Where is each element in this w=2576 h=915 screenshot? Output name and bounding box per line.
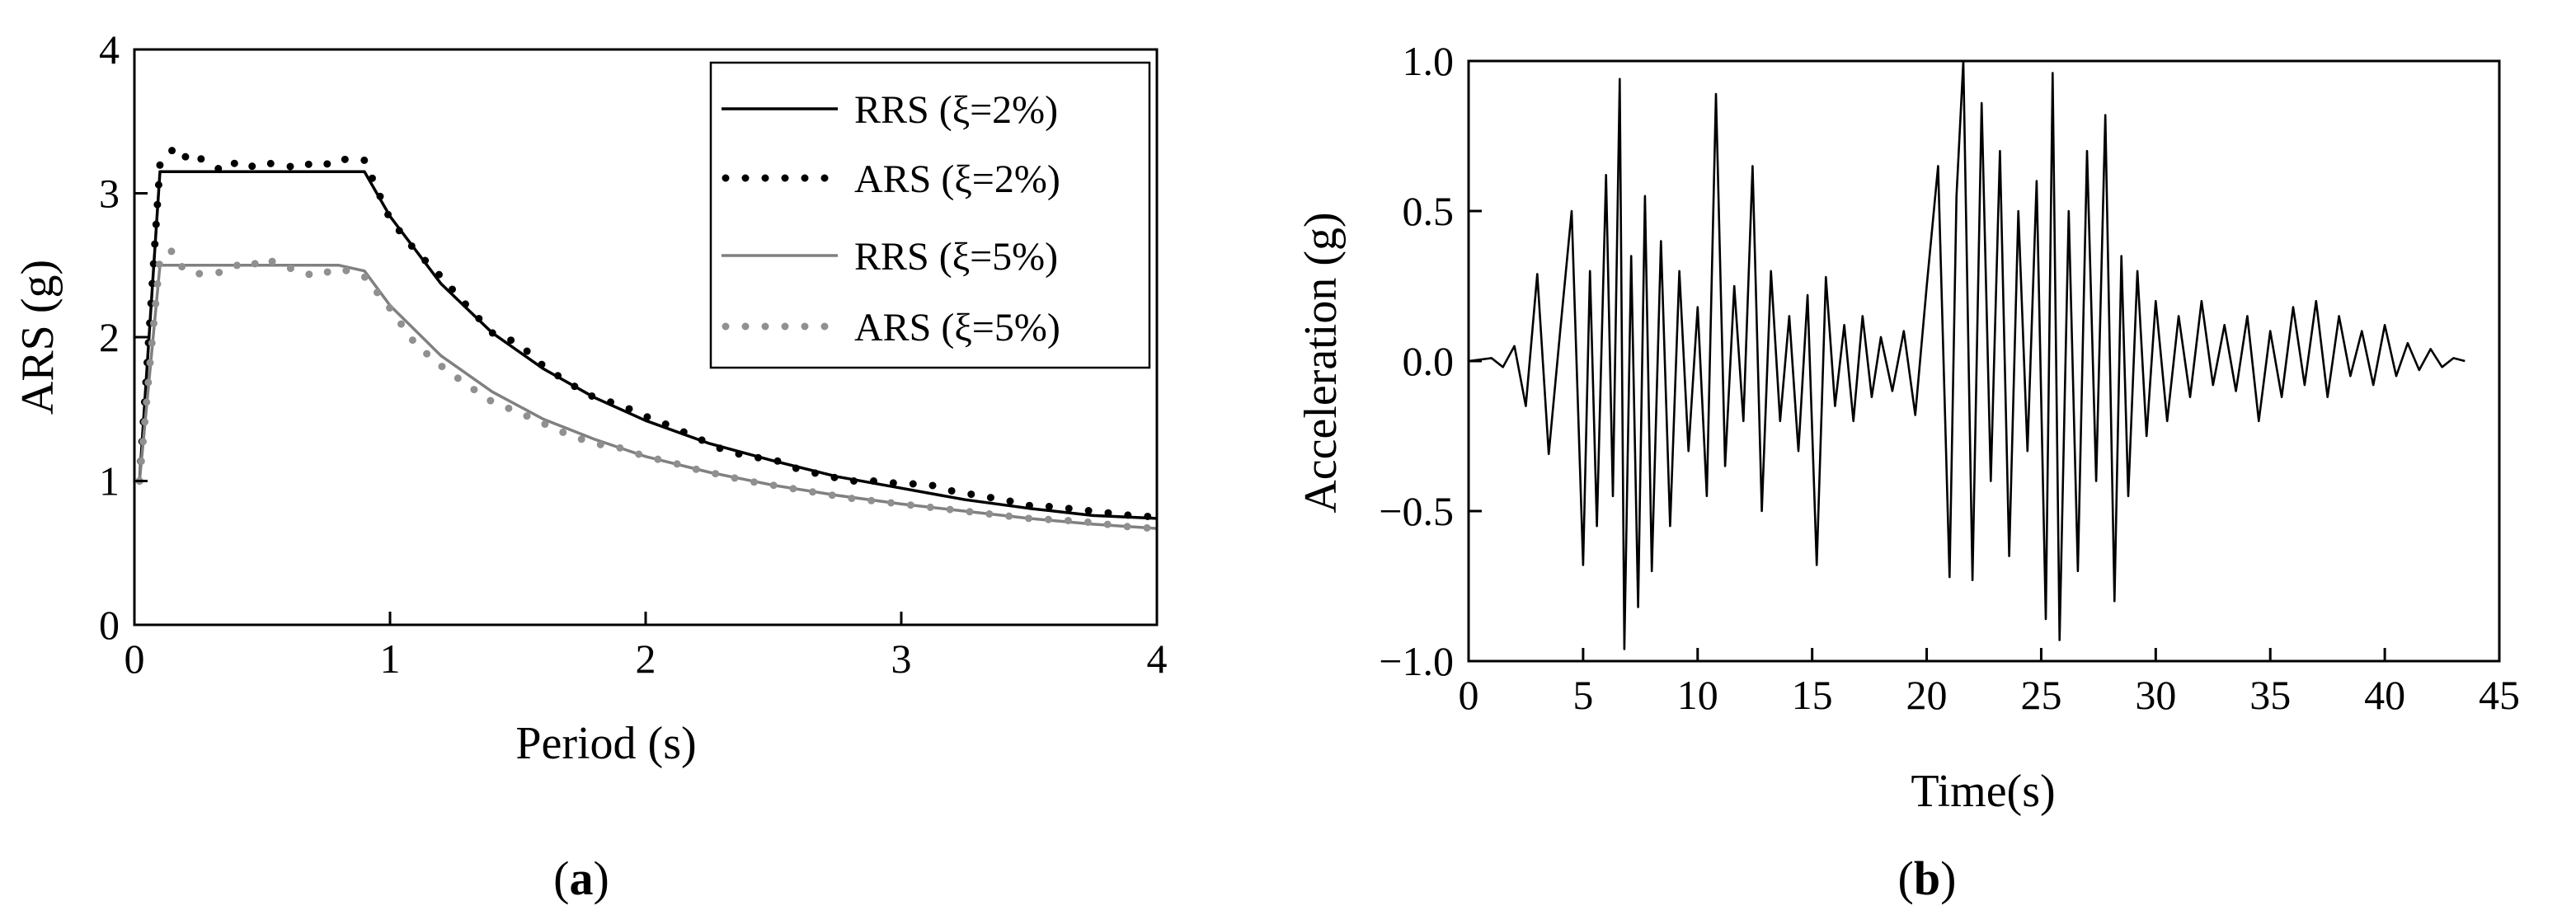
y-tick-label: −0.5 <box>1379 488 1454 534</box>
x-tick-label: 15 <box>1792 672 1833 718</box>
y-tick-label: −1.0 <box>1379 638 1454 684</box>
x-tick-label: 4 <box>1147 636 1168 682</box>
panel-b-y-axis-title: Acceleration (g) <box>1295 212 1347 513</box>
panel-b-x-ticks: 0 5 10 15 20 25 30 35 40 45 <box>1459 648 2520 718</box>
panel-b-chart: 0 5 10 15 20 25 30 35 40 45 −1.0 −0.5 0.0 0.5 1.0 Tim… <box>1295 38 2520 905</box>
y-tick-label: 1.0 <box>1403 38 1455 84</box>
x-tick-label: 0 <box>125 636 145 682</box>
x-tick-label: 10 <box>1677 672 1718 718</box>
x-tick-label: 0 <box>1459 672 1479 718</box>
a-series-line-0 <box>138 170 1158 520</box>
legend-entry-ars-2: ARS (ξ=2%) <box>722 157 1060 201</box>
legend-label-ars-5: ARS (ξ=5%) <box>854 306 1060 350</box>
x-tick-label: 2 <box>636 636 656 682</box>
panel-a-label: (a) <box>553 852 609 905</box>
x-tick-label: 5 <box>1572 672 1593 718</box>
panel-b-x-axis-title: Time(s) <box>1911 766 2055 817</box>
legend-label-rrs-5: RRS (ξ=5%) <box>854 235 1058 279</box>
b-series-line-0 <box>1468 59 2466 650</box>
y-tick-label: 2 <box>99 314 120 360</box>
panel-a-chart: 0 1 2 3 4 0 1 2 3 4 Period (s) ARS (g) RRS (ξ=2%… <box>12 26 1168 905</box>
x-tick-label: 45 <box>2479 672 2520 718</box>
panel-b-label: (b) <box>1898 852 1957 905</box>
legend-label-rrs-2: RRS (ξ=2%) <box>854 88 1058 132</box>
panel-b-plot-area <box>1468 59 2466 650</box>
legend-box <box>709 61 1151 369</box>
panel-a-x-axis-title: Period (s) <box>515 718 696 769</box>
y-tick-label: 0.0 <box>1403 338 1455 384</box>
x-tick-label: 30 <box>2135 672 2176 718</box>
panel-b-y-ticks: −1.0 −0.5 0.0 0.5 1.0 <box>1379 38 1482 684</box>
x-tick-label: 25 <box>2020 672 2061 718</box>
panel-a-plot-area <box>135 143 1161 533</box>
y-tick-label: 0.5 <box>1403 188 1455 234</box>
legend-entry-ars-5: ARS (ξ=5%) <box>722 306 1060 350</box>
x-tick-label: 3 <box>891 636 912 682</box>
x-tick-label: 20 <box>1906 672 1948 718</box>
y-tick-label: 1 <box>99 458 120 504</box>
a-series-line-3 <box>135 246 1161 533</box>
y-tick-label: 4 <box>99 26 120 73</box>
x-tick-label: 35 <box>2249 672 2291 718</box>
panel-a-legend: RRS (ξ=2%) ARS (ξ=2%) RRS (ξ=5%) ARS (ξ=… <box>709 61 1151 369</box>
panel-a-x-ticks: 0 1 2 3 4 <box>125 612 1168 682</box>
legend-entry-rrs-5: RRS (ξ=5%) <box>722 235 1058 279</box>
legend-label-ars-2: ARS (ξ=2%) <box>854 157 1060 201</box>
x-tick-label: 1 <box>380 636 401 682</box>
y-tick-label: 0 <box>99 602 120 648</box>
panel-a-y-axis-title: ARS (g) <box>12 260 63 415</box>
a-series-line-1 <box>135 143 1161 521</box>
y-tick-label: 3 <box>99 171 120 217</box>
legend-entry-rrs-2: RRS (ξ=2%) <box>722 88 1058 132</box>
x-tick-label: 40 <box>2364 672 2405 718</box>
panel-a-y-ticks: 0 1 2 3 4 <box>99 26 148 648</box>
